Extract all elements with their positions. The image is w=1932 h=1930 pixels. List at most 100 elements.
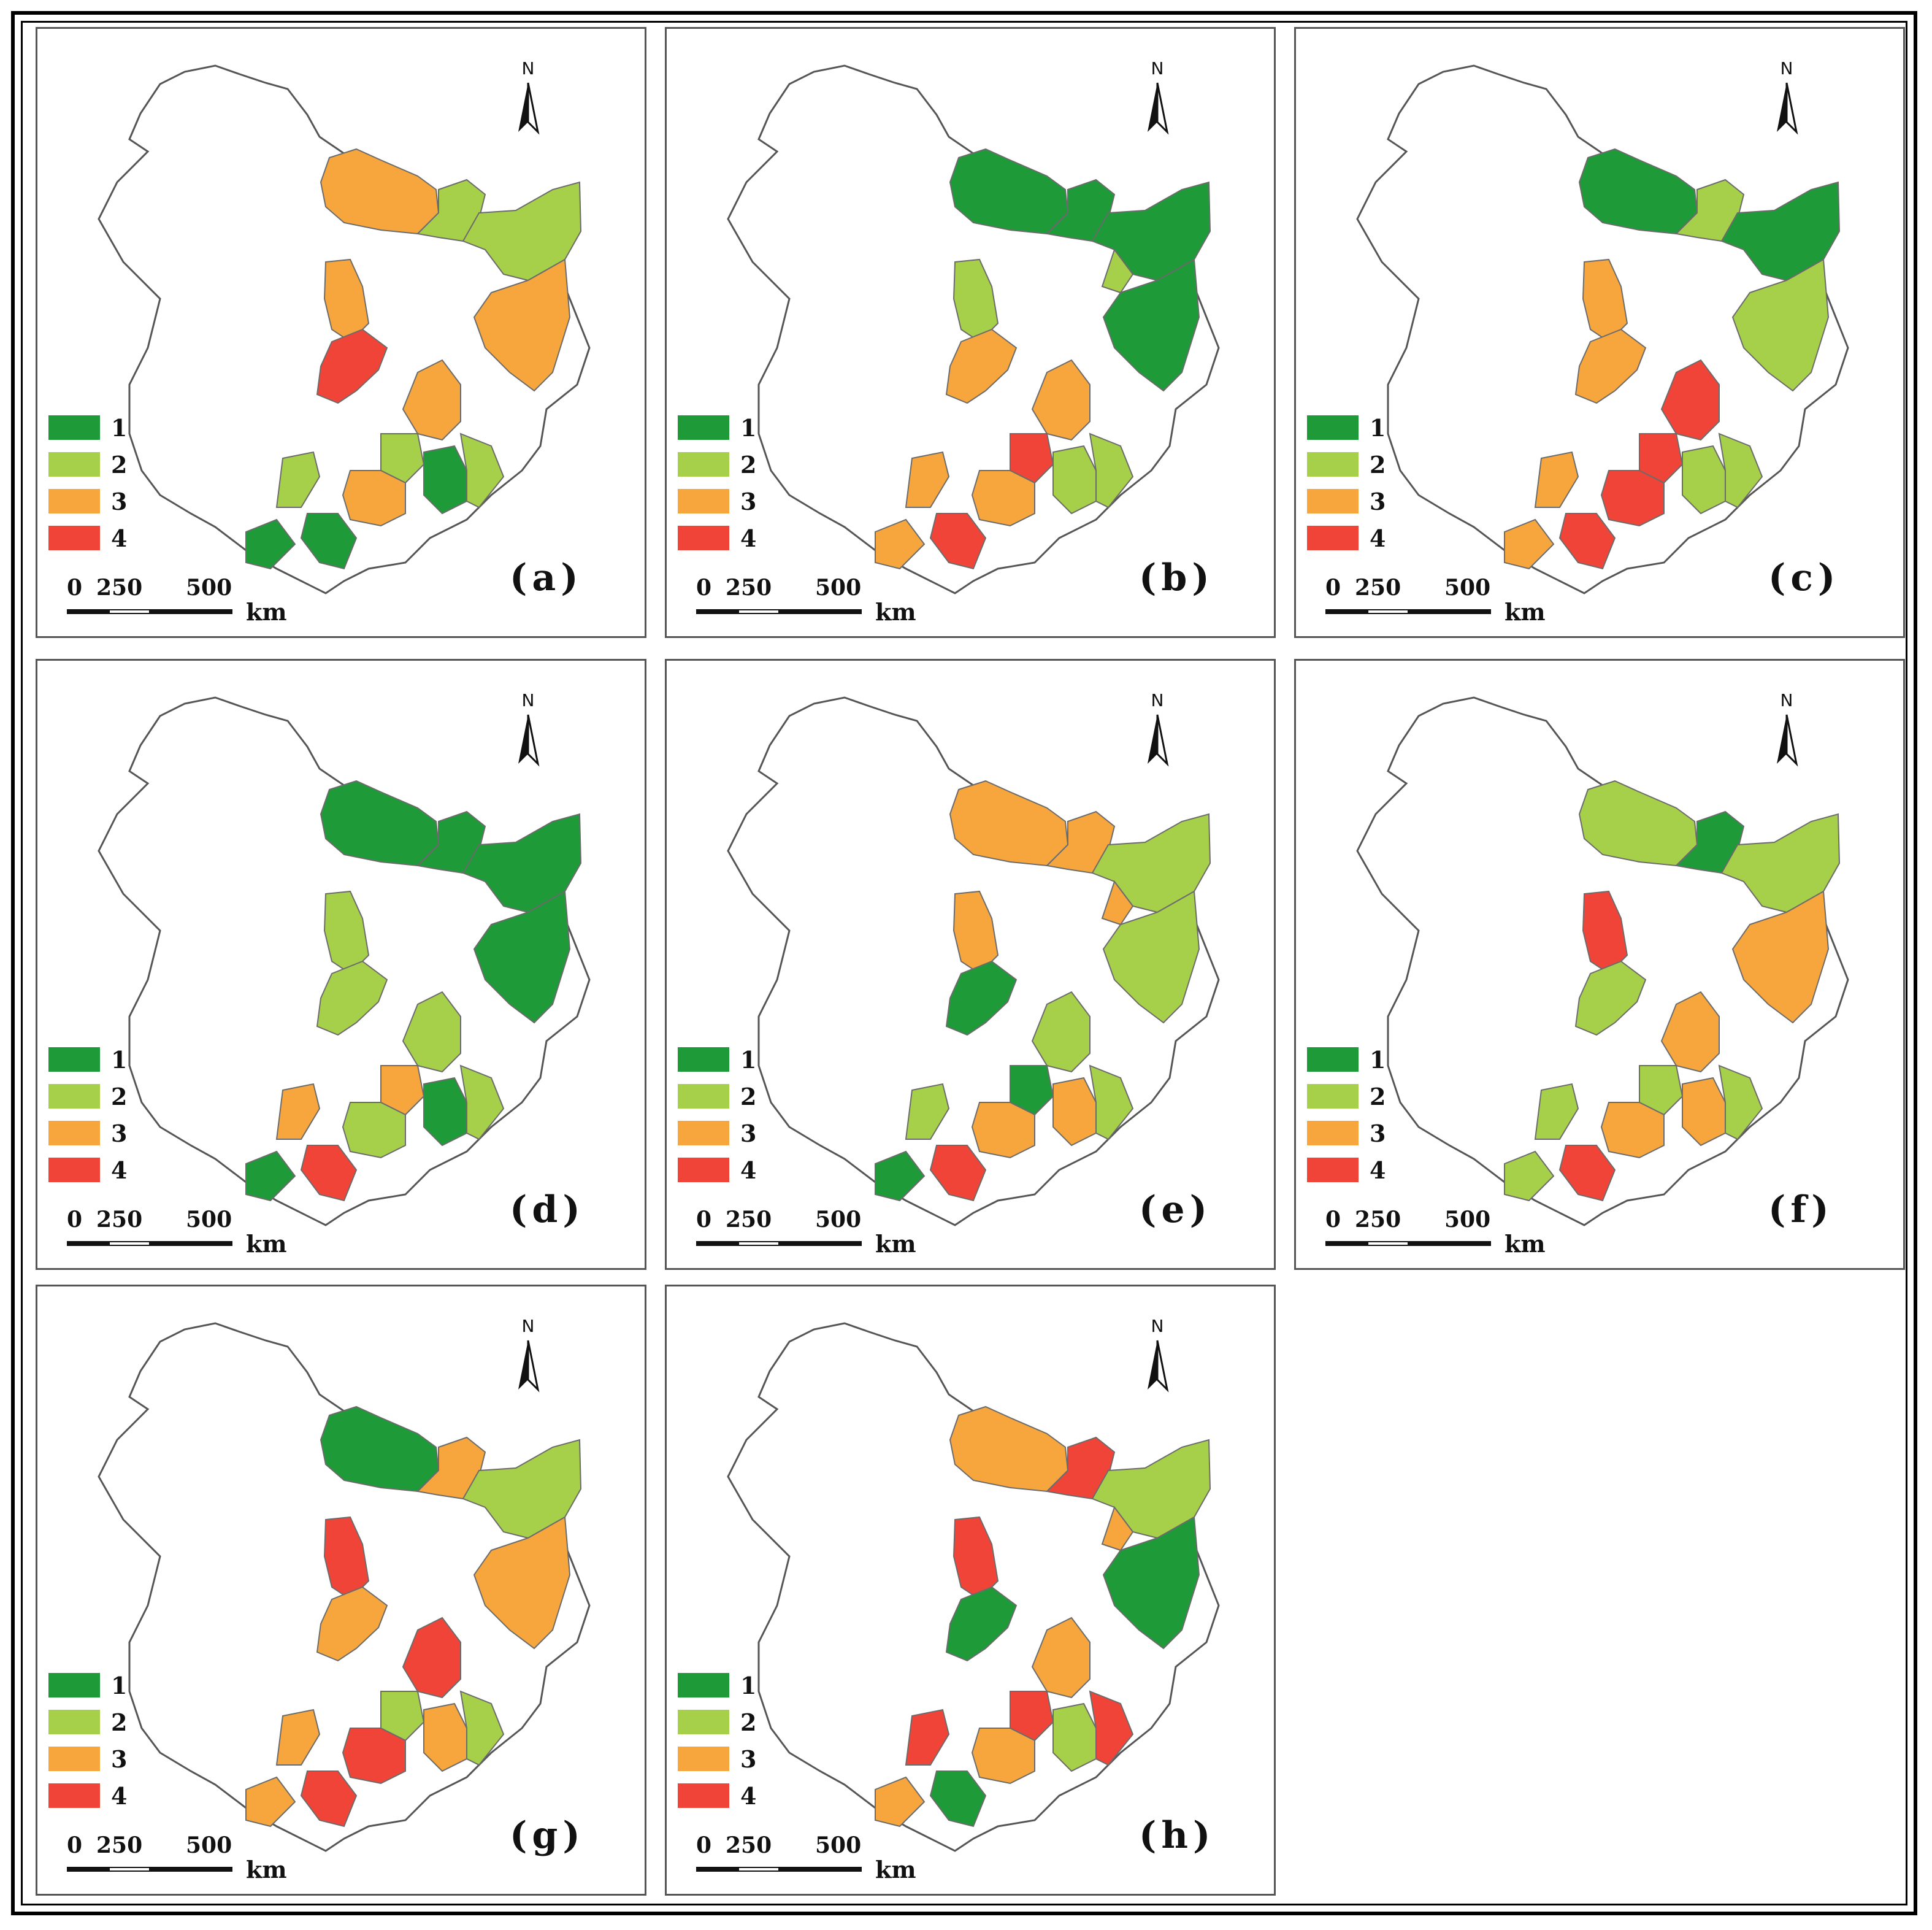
city-region-ln_s xyxy=(300,1145,358,1202)
city-region-hlj_se xyxy=(473,1516,571,1650)
city-region-jl_c xyxy=(1660,991,1720,1073)
scale-label-500: 500 xyxy=(186,1207,232,1232)
legend-item: 3 xyxy=(1307,483,1386,520)
scale-label-0: 0 xyxy=(67,1207,83,1232)
scale-bar xyxy=(67,1867,232,1872)
legend-label: 3 xyxy=(740,487,757,515)
legend-item: 2 xyxy=(48,1078,127,1115)
city-region-jl_c xyxy=(402,1617,461,1699)
legend-swatch xyxy=(678,1158,729,1182)
region-map xyxy=(1356,64,1849,594)
scale-label-0: 0 xyxy=(1325,575,1341,601)
scale-label-500: 500 xyxy=(815,1207,862,1232)
scale-label-0: 0 xyxy=(696,1207,712,1232)
city-region-hlj_se xyxy=(473,890,571,1024)
legend-item: 3 xyxy=(48,1115,127,1151)
city-region-ln_s xyxy=(1558,1145,1616,1202)
city-region-jl_e1 xyxy=(1639,1065,1684,1116)
region-map xyxy=(727,1322,1220,1852)
legend: 1 2 3 4 xyxy=(48,1667,127,1814)
legend-swatch xyxy=(1307,526,1359,550)
scale-label-250: 250 xyxy=(96,575,143,601)
scale-label-0: 0 xyxy=(67,575,83,601)
legend: 1 2 3 4 xyxy=(678,1667,756,1814)
legend-item: 2 xyxy=(678,1078,756,1115)
legend-item: 3 xyxy=(48,1740,127,1777)
legend-label: 3 xyxy=(1370,487,1386,515)
legend-label: 2 xyxy=(740,1082,757,1110)
city-region-jl_e3 xyxy=(459,433,505,509)
legend-swatch xyxy=(1307,1121,1359,1145)
figure-inner-frame xyxy=(21,21,1907,1905)
city-region-jl_e3 xyxy=(1718,433,1763,509)
city-region-ln_w xyxy=(905,1709,950,1766)
city-region-jl_red xyxy=(945,1586,1018,1662)
legend-item: 3 xyxy=(1307,1115,1386,1151)
legend-item: 1 xyxy=(48,409,127,446)
city-region-ln_w xyxy=(1534,451,1579,508)
scale-unit: km xyxy=(875,598,916,626)
legend-item: 2 xyxy=(48,446,127,483)
north-arrow: N xyxy=(1139,1316,1176,1396)
legend-item: 2 xyxy=(1307,1078,1386,1115)
city-region-ln_c xyxy=(971,470,1035,527)
north-label: N xyxy=(1780,690,1793,710)
legend-label: 2 xyxy=(740,450,757,479)
city-region-hlj_se xyxy=(473,258,571,392)
legend: 1 2 3 4 xyxy=(48,1041,127,1188)
scale-label-250: 250 xyxy=(726,1207,772,1232)
scale-label-500: 500 xyxy=(815,1832,862,1858)
legend-label: 4 xyxy=(111,524,128,552)
city-region-hlj_se xyxy=(1731,890,1830,1024)
scale-unit: km xyxy=(875,1856,916,1883)
city-region-ln_sw xyxy=(245,1150,296,1202)
legend-label: 1 xyxy=(111,1045,128,1074)
city-region-jl_red xyxy=(316,328,388,404)
city-region-jl_e1 xyxy=(380,1691,425,1742)
north-arrow-icon xyxy=(1777,714,1798,767)
legend-swatch xyxy=(48,415,100,440)
city-region-jl_c xyxy=(1031,359,1091,441)
scale-unit: km xyxy=(1505,1230,1546,1258)
scale-unit: km xyxy=(246,598,287,626)
scale-unit: km xyxy=(875,1230,916,1258)
city-region-hlj_se xyxy=(1102,1516,1200,1650)
legend-swatch xyxy=(48,1158,100,1182)
scale-bar xyxy=(67,1241,232,1246)
city-region-hlj_se xyxy=(1102,890,1200,1024)
legend-item: 3 xyxy=(678,483,756,520)
legend-item: 4 xyxy=(48,1777,127,1814)
legend-swatch xyxy=(678,1710,729,1734)
legend-item: 1 xyxy=(1307,1041,1386,1078)
map-panel-f: N 1 2 3 4 0 250 500 km (f) xyxy=(1294,659,1905,1270)
north-arrow: N xyxy=(1768,690,1805,770)
legend: 1 2 3 4 xyxy=(48,409,127,556)
region-map xyxy=(727,696,1220,1226)
legend-swatch xyxy=(678,1084,729,1109)
north-arrow: N xyxy=(1139,690,1176,770)
legend-label: 1 xyxy=(1370,1045,1386,1074)
legend-swatch xyxy=(48,452,100,477)
scale-label-500: 500 xyxy=(1444,1207,1491,1232)
legend-label: 3 xyxy=(111,1745,128,1773)
north-arrow-icon xyxy=(518,714,540,767)
city-region-jl_c xyxy=(1031,991,1091,1073)
legend-label: 3 xyxy=(740,1119,757,1147)
city-region-jl_e1 xyxy=(1010,433,1054,484)
legend-item: 3 xyxy=(678,1115,756,1151)
city-region-jl_e1 xyxy=(380,1065,425,1116)
city-region-jl_e1 xyxy=(1010,1065,1054,1116)
legend-swatch xyxy=(678,1783,729,1808)
city-region-ln_sw xyxy=(245,1776,296,1828)
north-label: N xyxy=(1151,1316,1164,1336)
city-region-ln_sw xyxy=(1504,518,1555,570)
north-arrow-icon xyxy=(1148,82,1169,135)
city-region-jl_e3 xyxy=(459,1690,505,1766)
city-region-jl_e1 xyxy=(380,433,425,484)
legend-swatch xyxy=(678,1747,729,1771)
legend-swatch xyxy=(1307,1158,1359,1182)
map-panel-g: N 1 2 3 4 0 250 500 km (g) xyxy=(36,1285,646,1896)
legend-item: 4 xyxy=(1307,520,1386,556)
city-region-ln_sw xyxy=(875,518,926,570)
city-region-jl_e3 xyxy=(1089,1064,1134,1140)
